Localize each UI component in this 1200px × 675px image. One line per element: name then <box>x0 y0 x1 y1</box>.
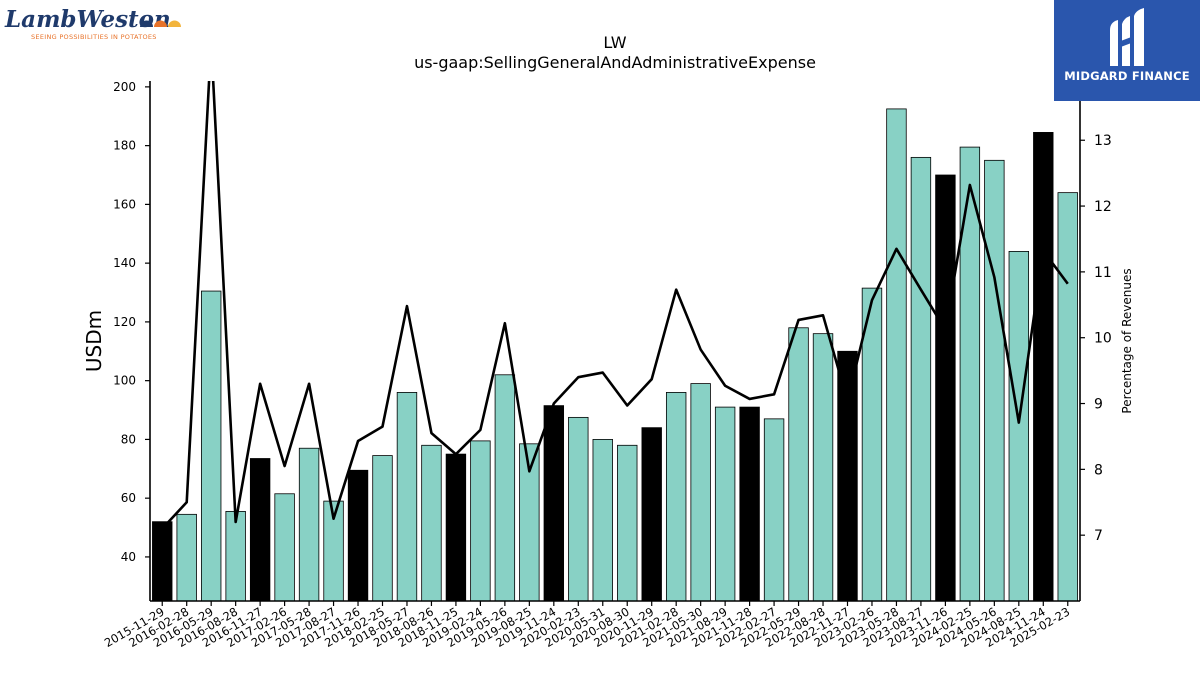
y-tick-label-160: 160 <box>113 197 136 211</box>
bar-2023-11-26 <box>935 174 956 602</box>
line-layer <box>161 81 1069 530</box>
midgard-finance-logo: MIDGARD FINANCE <box>1054 0 1200 101</box>
bar-2020-02-23 <box>568 416 589 602</box>
midgard-finance-name: MIDGARD FINANCE <box>1064 69 1190 83</box>
bar-2016-02-28 <box>176 513 197 602</box>
axes-layer: 406080100120140160180200789101112132015-… <box>102 80 1112 650</box>
bar-2024-11-24 <box>1033 132 1054 602</box>
bar-2019-05-26 <box>494 374 516 602</box>
bar-2022-05-29 <box>788 327 809 602</box>
bar-2020-11-29 <box>641 427 662 602</box>
y2-tick-label-11: 11 <box>1094 265 1112 281</box>
bar-2025-02-23 <box>1057 192 1078 602</box>
pct-revenue-line <box>161 81 1069 530</box>
bar-2021-02-28 <box>665 392 687 602</box>
y2-tick-label-12: 12 <box>1094 199 1112 215</box>
bar-2018-02-25 <box>372 455 393 602</box>
bar-2019-02-24 <box>470 440 491 602</box>
lamb-weston-wordmark: LambWeston <box>4 6 171 33</box>
bar-2018-08-26 <box>421 444 442 602</box>
bar-2015-11-29 <box>152 521 173 602</box>
y2-axis-label: Percentage of Revenues <box>1120 268 1134 413</box>
bar-2016-11-27 <box>249 458 271 602</box>
bar-2018-11-25 <box>445 453 467 602</box>
y2-tick-label-9: 9 <box>1094 397 1103 413</box>
bar-2023-08-27 <box>910 156 932 602</box>
chart-subtitle: us-gaap:SellingGeneralAndAdministrativeE… <box>414 53 816 72</box>
bar-2024-08-25 <box>1008 250 1030 602</box>
bar-2022-02-27 <box>763 418 785 602</box>
bar-2018-05-27 <box>396 392 418 602</box>
lamb-weston-tagline: SEEING POSSIBILITIES IN POTATOES <box>31 33 157 41</box>
y-tick-label-100: 100 <box>113 374 136 388</box>
bar-2019-11-24 <box>543 405 565 602</box>
y2-tick-label-8: 8 <box>1094 462 1103 478</box>
y-tick-label-120: 120 <box>113 315 136 329</box>
bar-2016-05-29 <box>200 290 222 602</box>
bar-2017-11-26 <box>347 469 369 602</box>
y-axis-label: USDm <box>82 310 106 372</box>
y2-tick-label-13: 13 <box>1094 133 1112 149</box>
bar-2022-08-28 <box>812 333 834 602</box>
y-tick-label-200: 200 <box>113 80 136 94</box>
bar-2021-11-28 <box>739 406 760 602</box>
y-tick-label-140: 140 <box>113 256 136 270</box>
bar-2017-02-26 <box>274 493 295 602</box>
bar-2023-05-28 <box>886 108 907 602</box>
potato-shape-orange <box>154 20 167 27</box>
y2-tick-label-10: 10 <box>1094 331 1112 347</box>
y-tick-label-80: 80 <box>121 432 136 446</box>
midgard-mark-icon <box>1110 8 1144 66</box>
chart-title: LW <box>603 33 626 52</box>
bar-2021-05-30 <box>690 383 711 602</box>
potato-shape-yellow <box>168 20 181 27</box>
lamb-weston-logo: LambWeston SEEING POSSIBILITIES IN POTAT… <box>4 6 181 41</box>
bar-2021-08-29 <box>714 406 736 602</box>
y-tick-label-60: 60 <box>121 491 136 505</box>
bar-2020-08-30 <box>617 444 638 602</box>
bar-2020-05-31 <box>592 439 613 602</box>
potato-shape-navy <box>140 20 153 27</box>
y-tick-label-40: 40 <box>121 550 136 564</box>
bar-2022-11-27 <box>837 350 858 602</box>
bar-2017-05-28 <box>298 447 320 602</box>
y-tick-label-180: 180 <box>113 139 136 153</box>
bar-2024-05-26 <box>984 159 1005 602</box>
bar-2016-08-28 <box>225 510 246 602</box>
y2-tick-label-7: 7 <box>1094 528 1103 544</box>
bars-layer <box>152 108 1078 602</box>
bar-2023-02-26 <box>861 287 883 602</box>
